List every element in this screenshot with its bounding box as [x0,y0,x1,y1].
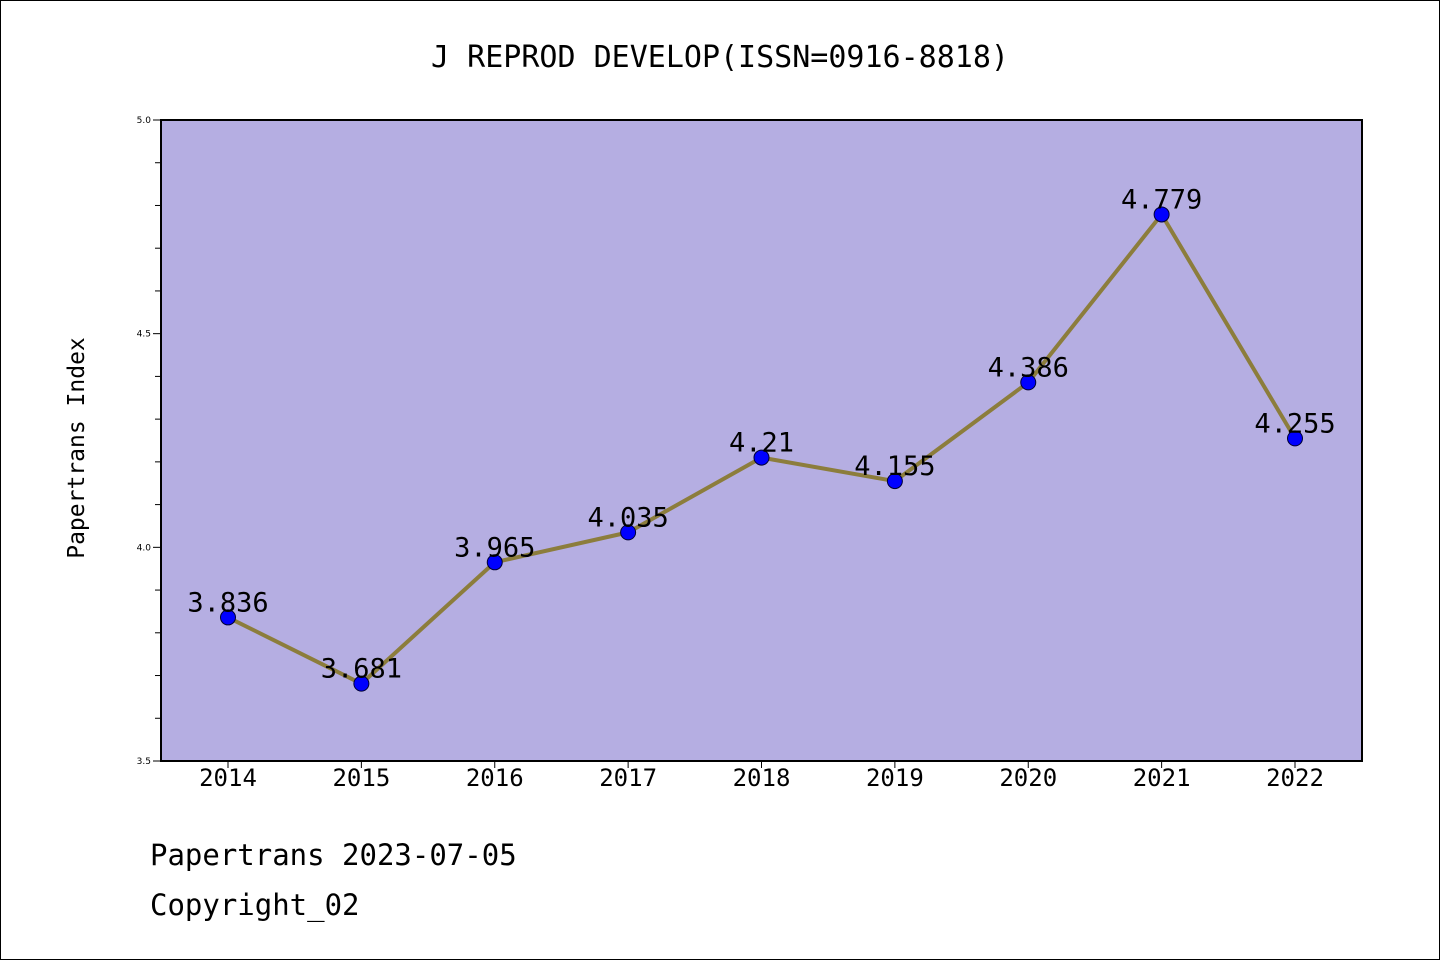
x-tick-label: 2019 [866,764,924,792]
data-label: 4.779 [1121,184,1202,215]
x-tick-label: 2016 [466,764,524,792]
plot-area [160,119,1363,762]
x-tick-label: 2022 [1266,764,1324,792]
data-point [620,524,637,541]
data-label: 3.836 [187,587,268,618]
x-tick-label: 2018 [733,764,791,792]
y-axis: 3.5 4.0 4.5 5.0 [137,116,161,767]
data-label: 4.255 [1254,408,1335,439]
y-axis-label: Papertrans Index [64,337,90,559]
data-label: 3.965 [454,532,535,563]
x-tick-label: 2014 [199,764,257,792]
chart-title: J REPROD DEVELOP(ISSN=0916-8818) [431,40,1009,75]
x-tick-label: 2020 [999,764,1057,792]
data-label: 4.21 [729,428,794,459]
y-tick-label: 5.0 [137,116,152,126]
x-tick-label: 2021 [1133,764,1191,792]
data-point [886,473,903,490]
data-label: 4.035 [587,502,668,533]
x-tick-label: 2015 [332,764,390,792]
x-axis: 2014 2015 2016 2017 2018 2019 2020 2021 2022 [199,761,1324,792]
data-label: 4.155 [854,451,935,482]
footer-date-text: Papertrans 2023-07-05 [150,838,517,872]
footer-copyright-text: Copyright_02 [150,888,360,923]
series-group: 3.836 3.681 3.965 4.035 4.21 4.155 4.386 4.779 4… [187,184,1336,692]
data-point [1153,206,1170,223]
y-tick-label: 4.5 [137,330,151,340]
y-tick-label: 4.0 [137,543,152,553]
data-point [353,675,370,692]
data-label: 4.386 [988,352,1069,383]
data-point [1020,374,1037,391]
data-point [1287,430,1303,447]
y-tick-label: 3.5 [137,757,151,767]
data-point [486,554,503,571]
data-point [753,449,770,466]
data-label: 3.681 [321,654,402,685]
x-tick-label: 2017 [599,764,657,792]
data-point [220,609,236,626]
